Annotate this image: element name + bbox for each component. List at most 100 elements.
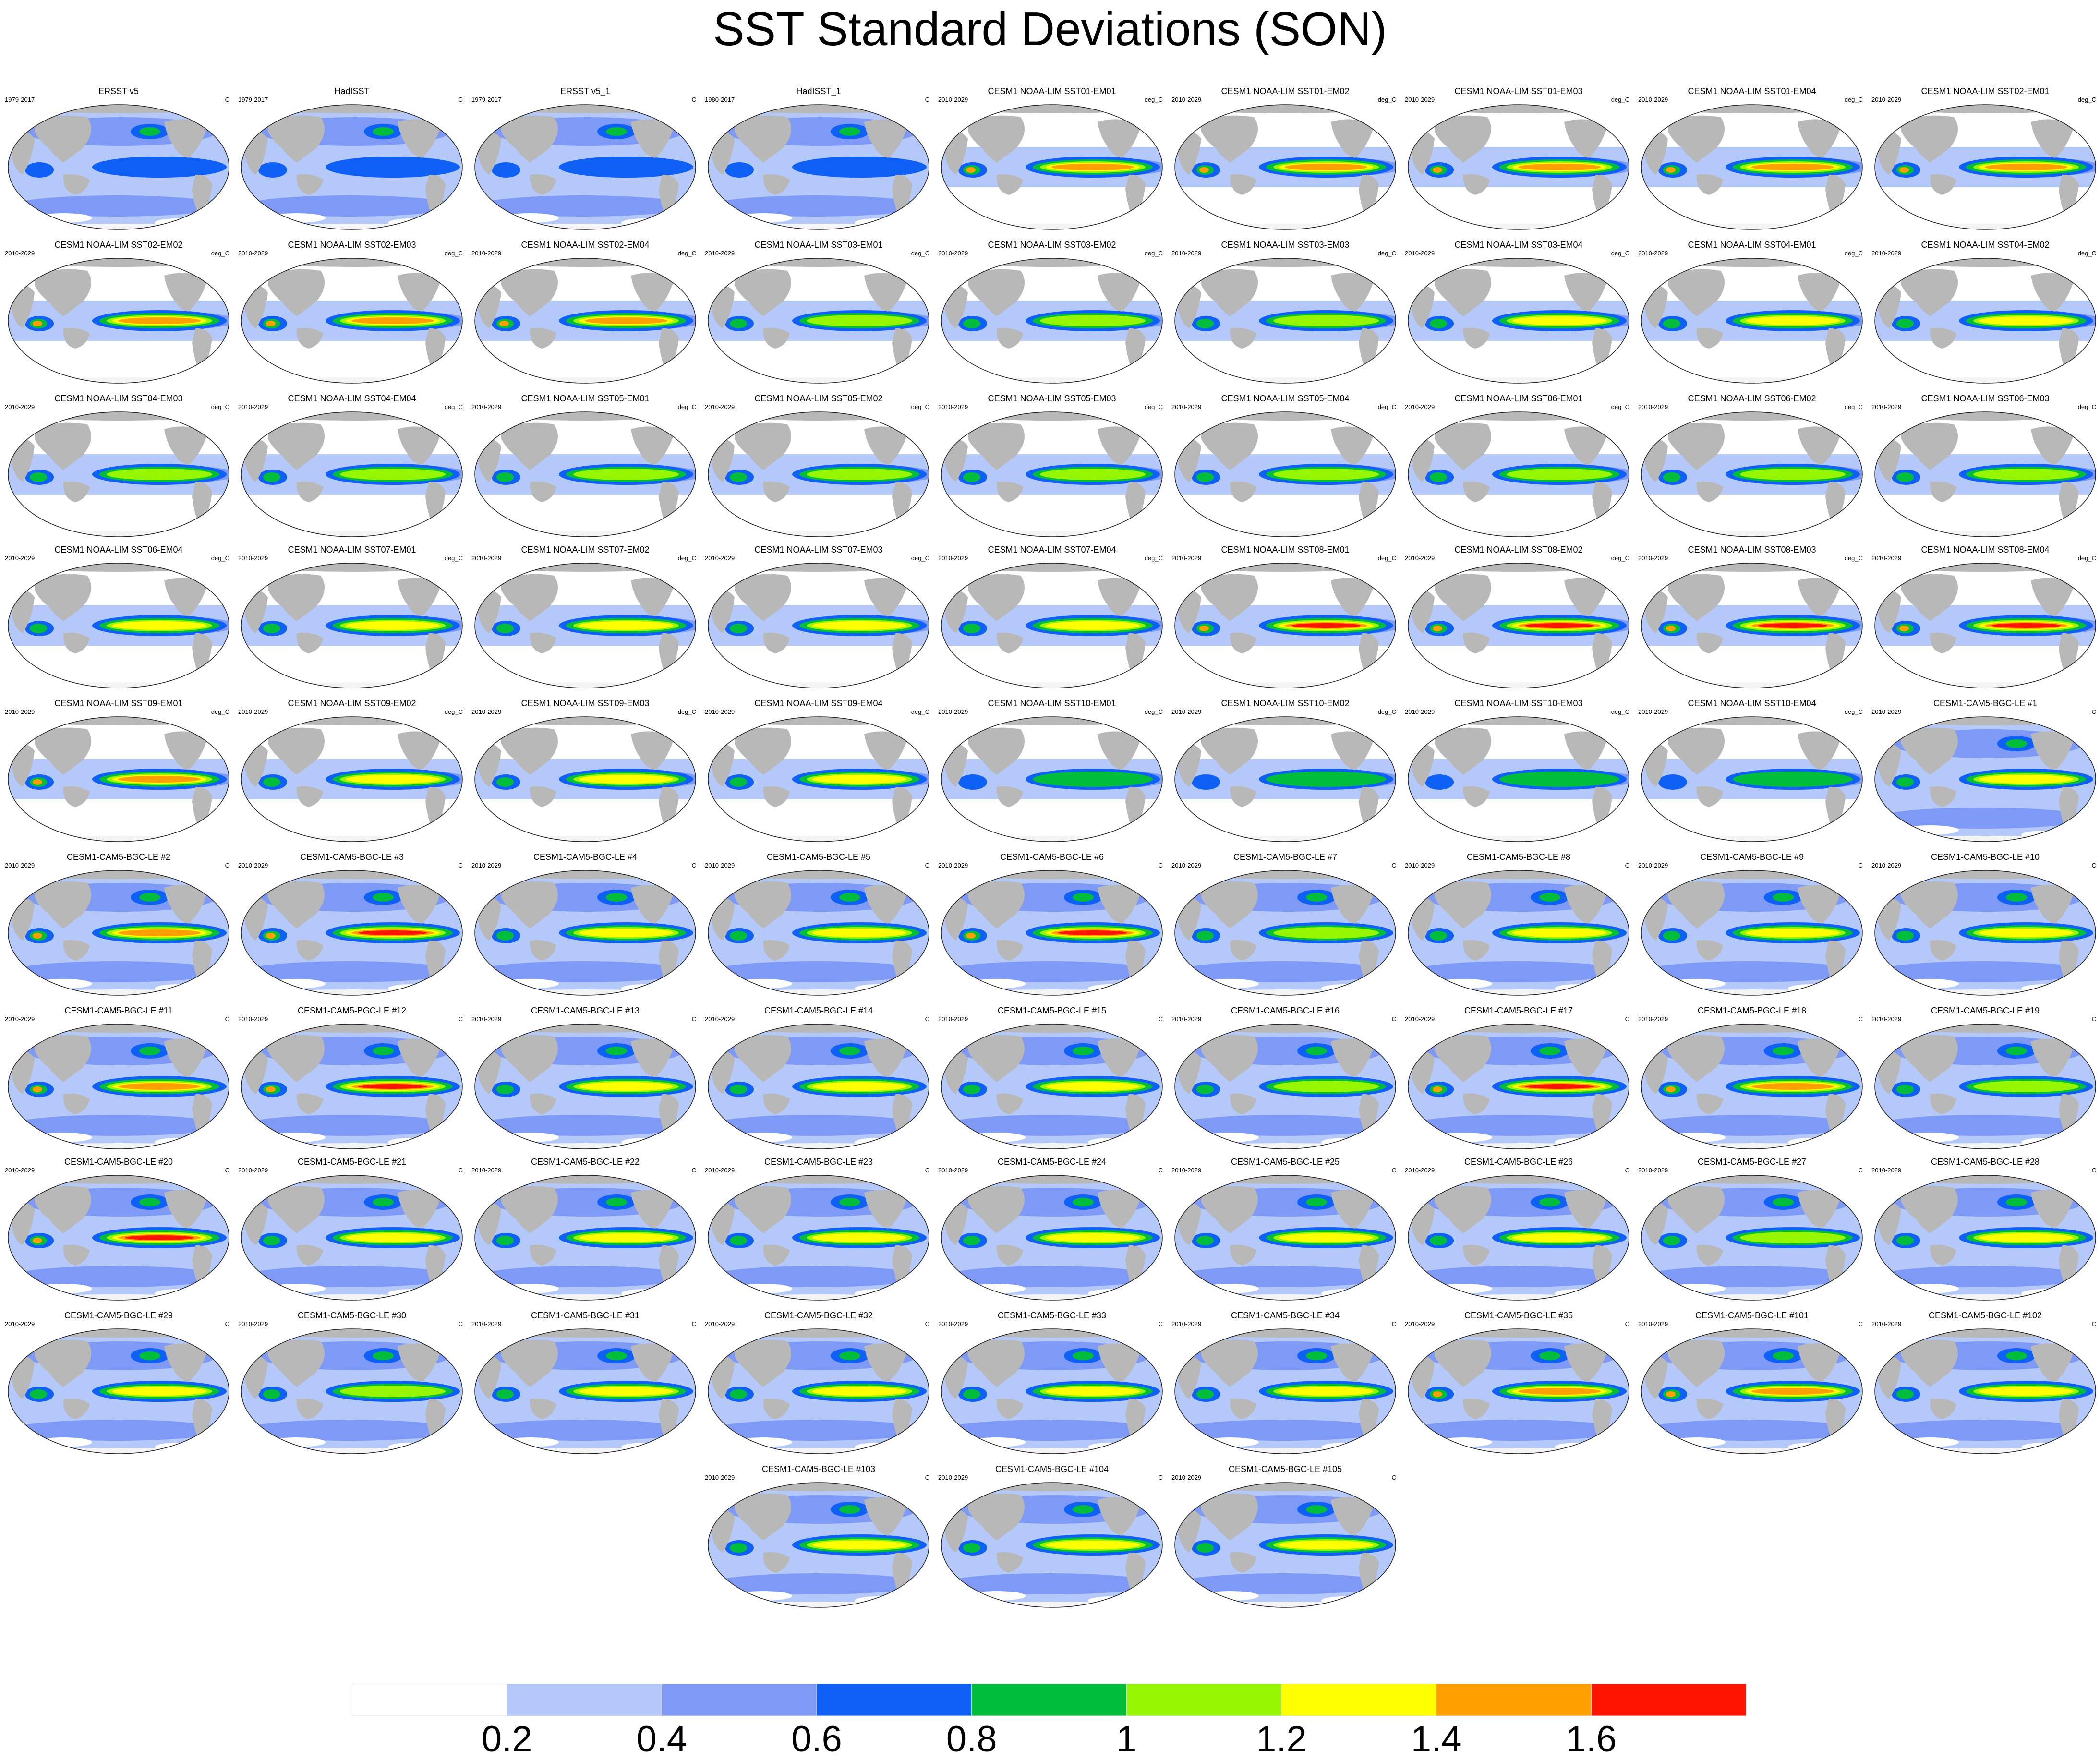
panel-title: CESM1 NOAA-LIM SST04-EM04 xyxy=(288,394,416,403)
panel-title: CESM1 NOAA-LIM SST04-EM01 xyxy=(1688,240,1816,250)
panel-units: deg_C xyxy=(1611,708,1629,715)
colorbar-tick-label: 0.2 xyxy=(481,1719,532,1760)
map-panel: HadISST 1979-2017 C xyxy=(235,86,469,236)
panel-period: 2010-2029 xyxy=(5,708,35,715)
panel-units: deg_C xyxy=(1377,250,1396,257)
panel-period: 2010-2029 xyxy=(471,250,502,257)
panel-units: C xyxy=(1391,1474,1396,1481)
sst-std-map xyxy=(8,563,229,688)
panel-units: deg_C xyxy=(1844,555,1863,562)
map-panel: CESM1-CAM5-BGC-LE #4 2010-2029 C xyxy=(469,852,702,1002)
sst-std-map xyxy=(941,1328,1163,1454)
panel-period: 2010-2029 xyxy=(1638,1015,1668,1023)
sst-std-map xyxy=(1174,870,1396,996)
panel-period: 2010-2029 xyxy=(1871,1167,1902,1174)
panel-period: 2010-2029 xyxy=(1638,862,1668,869)
map-panel: CESM1-CAM5-BGC-LE #21 2010-2029 C xyxy=(235,1157,469,1307)
sst-std-map xyxy=(1641,411,1863,537)
panel-title: CESM1-CAM5-BGC-LE #16 xyxy=(1231,1006,1340,1015)
panel-units: C xyxy=(691,1167,696,1174)
panel-units: C xyxy=(225,96,229,103)
panel-units: C xyxy=(1625,1320,1629,1327)
map-panel: CESM1 NOAA-LIM SST07-EM02 2010-2029 deg_C xyxy=(469,545,702,695)
panel-period: 2010-2029 xyxy=(5,1320,35,1327)
panel-units: deg_C xyxy=(444,250,463,257)
panel-period: 2010-2029 xyxy=(1405,1167,1435,1174)
panel-title: CESM1-CAM5-BGC-LE #103 xyxy=(761,1464,876,1474)
map-panel: CESM1 NOAA-LIM SST01-EM04 2010-2029 deg_C xyxy=(1635,86,1869,236)
sst-std-map xyxy=(941,104,1163,230)
panel-period: 2010-2029 xyxy=(705,1320,735,1327)
panel-units: C xyxy=(225,862,229,869)
panel-grid: ERSST v5 1979-2017 C HadISST 1979-2017 C ERSST… xyxy=(2,86,2100,1608)
panel-units: C xyxy=(1391,1320,1396,1327)
panel-period: 2010-2029 xyxy=(1871,555,1902,562)
sst-std-map xyxy=(1641,563,1863,688)
map-panel: CESM1 NOAA-LIM SST05-EM04 2010-2029 deg_C xyxy=(1169,394,1402,543)
map-panel: CESM1-CAM5-BGC-LE #23 2010-2029 C xyxy=(702,1157,935,1307)
sst-std-map xyxy=(941,1175,1163,1301)
panel-title: CESM1-CAM5-BGC-LE #26 xyxy=(1464,1157,1573,1167)
panel-units: deg_C xyxy=(677,555,696,562)
panel-period: 2010-2029 xyxy=(1638,250,1668,257)
map-panel: CESM1-CAM5-BGC-LE #102 2010-2029 C xyxy=(1869,1311,2100,1460)
panel-units: deg_C xyxy=(1611,96,1629,103)
map-panel: CESM1-CAM5-BGC-LE #13 2010-2029 C xyxy=(469,1006,702,1156)
panel-units: C xyxy=(2091,1320,2096,1327)
panel-period: 2010-2029 xyxy=(238,403,268,410)
panel-period: 1979-2017 xyxy=(238,96,268,103)
panel-title: CESM1-CAM5-BGC-LE #101 xyxy=(1695,1311,1809,1320)
sst-std-map xyxy=(1408,870,1629,996)
sst-std-map xyxy=(8,716,229,842)
map-panel: CESM1 NOAA-LIM SST07-EM01 2010-2029 deg_C xyxy=(235,545,469,695)
sst-std-map xyxy=(941,870,1163,996)
panel-period: 1979-2017 xyxy=(5,96,35,103)
sst-std-map xyxy=(1641,716,1863,842)
sst-std-map xyxy=(241,563,463,688)
panel-units: deg_C xyxy=(1377,403,1396,410)
panel-units: C xyxy=(925,862,929,869)
sst-std-map xyxy=(941,1024,1163,1149)
map-panel: CESM1 NOAA-LIM SST05-EM01 2010-2029 deg_C xyxy=(469,394,702,543)
panel-period: 2010-2029 xyxy=(471,1015,502,1023)
panel-period: 2010-2029 xyxy=(1638,96,1668,103)
panel-units: C xyxy=(1858,862,1863,869)
panel-period: 2010-2029 xyxy=(1871,1320,1902,1327)
panel-title: CESM1-CAM5-BGC-LE #29 xyxy=(64,1311,173,1320)
sst-std-map xyxy=(241,870,463,996)
panel-title: CESM1-CAM5-BGC-LE #7 xyxy=(1233,852,1338,862)
map-panel: CESM1 NOAA-LIM SST01-EM01 2010-2029 deg_C xyxy=(935,86,1169,236)
panel-title: CESM1-CAM5-BGC-LE #22 xyxy=(531,1157,640,1167)
panel-period: 1979-2017 xyxy=(471,96,502,103)
panel-title: CESM1-CAM5-BGC-LE #32 xyxy=(764,1311,873,1320)
map-panel: CESM1 NOAA-LIM SST05-EM02 2010-2029 deg_C xyxy=(702,394,935,543)
panel-period: 2010-2029 xyxy=(471,403,502,410)
panel-period: 2010-2029 xyxy=(5,1015,35,1023)
panel-title: CESM1 NOAA-LIM SST09-EM02 xyxy=(288,699,416,708)
colorbar-tick-label: 1 xyxy=(1116,1719,1137,1760)
panel-period: 2010-2029 xyxy=(1405,862,1435,869)
panel-units: C xyxy=(225,1015,229,1023)
panel-period: 2010-2029 xyxy=(1871,708,1902,715)
map-panel: CESM1 NOAA-LIM SST09-EM01 2010-2029 deg_C xyxy=(2,699,235,848)
colorbar-swatch xyxy=(1281,1684,1437,1716)
sst-std-map xyxy=(1408,716,1629,842)
map-panel: CESM1-CAM5-BGC-LE #5 2010-2029 C xyxy=(702,852,935,1002)
panel-title: CESM1 NOAA-LIM SST04-EM02 xyxy=(1921,240,2050,250)
sst-std-map xyxy=(1641,104,1863,230)
sst-std-map xyxy=(241,411,463,537)
panel-units: deg_C xyxy=(911,250,929,257)
sst-std-map xyxy=(1641,1328,1863,1454)
panel-title: CESM1-CAM5-BGC-LE #3 xyxy=(300,852,404,862)
map-panel: CESM1 NOAA-LIM SST04-EM04 2010-2029 deg_C xyxy=(235,394,469,543)
sst-std-map xyxy=(941,411,1163,537)
panel-units: deg_C xyxy=(211,555,229,562)
map-panel: CESM1 NOAA-LIM SST04-EM02 2010-2029 deg_C xyxy=(1869,240,2100,390)
sst-std-map xyxy=(241,1175,463,1301)
panel-period: 2010-2029 xyxy=(471,1167,502,1174)
sst-std-map xyxy=(8,870,229,996)
panel-period: 2010-2029 xyxy=(1638,1320,1668,1327)
panel-period: 2010-2029 xyxy=(1638,1167,1668,1174)
sst-std-map xyxy=(941,563,1163,688)
sst-std-map xyxy=(1641,258,1863,384)
